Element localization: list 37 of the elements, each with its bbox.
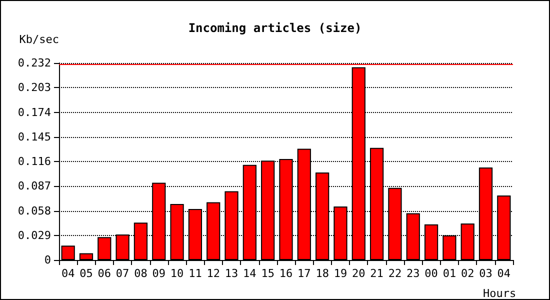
chart-title: Incoming articles (size)	[188, 21, 362, 35]
x-tick-label: 18	[316, 267, 329, 280]
y-tick-label: 0	[44, 254, 51, 266]
x-tick-label: 14	[243, 267, 257, 280]
x-tick-label: 05	[80, 267, 93, 280]
x-tick-label: 00	[424, 267, 438, 280]
x-tick-label: 21	[370, 267, 384, 280]
y-tick-label: 0.116	[18, 155, 51, 168]
x-tick-label: 22	[388, 267, 402, 280]
x-tick-label: 20	[352, 267, 366, 280]
x-tick-label: 17	[298, 267, 311, 280]
y-tick-label: 0.029	[18, 228, 51, 242]
x-tick-label: 10	[170, 267, 184, 280]
y-tick-label: 0.203	[18, 81, 51, 94]
x-tick-label: 19	[334, 267, 348, 280]
x-tick-label: 04	[497, 267, 511, 280]
y-tick-label: 0.232	[18, 56, 51, 70]
y-axis-title: Kb/sec	[19, 33, 59, 46]
x-tick-label: 09	[152, 267, 166, 280]
x-tick-label: 08	[134, 267, 148, 280]
x-tick-label: 04	[61, 267, 76, 280]
y-tick-label: 0.087	[18, 180, 51, 193]
x-tick-label: 15	[261, 267, 274, 280]
x-tick-label: 13	[224, 267, 238, 280]
x-tick-label: 07	[116, 267, 130, 280]
x-tick-label: 01	[442, 267, 456, 280]
x-tick-label: 02	[460, 267, 474, 280]
x-tick-label: 12	[206, 267, 220, 280]
y-tick-label: 0.058	[18, 204, 51, 218]
x-tick-label: 16	[279, 267, 293, 280]
x-tick-label: 23	[406, 267, 420, 280]
y-tick-label: 0.174	[18, 106, 52, 119]
x-axis-title: Hours	[483, 287, 516, 300]
x-tick-label: 11	[188, 267, 202, 280]
x-tick-label: 06	[98, 267, 112, 280]
y-tick-label: 0.145	[18, 130, 51, 144]
x-tick-label: 03	[479, 267, 492, 280]
